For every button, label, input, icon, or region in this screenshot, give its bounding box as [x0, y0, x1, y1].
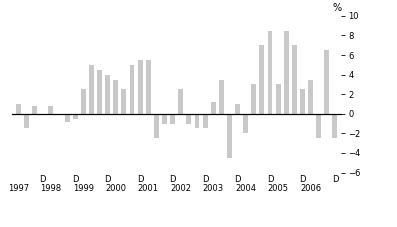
- Text: D: D: [137, 175, 143, 185]
- Bar: [170, 114, 175, 123]
- Bar: [89, 65, 94, 114]
- Text: D: D: [267, 175, 273, 185]
- Bar: [81, 89, 86, 114]
- Bar: [235, 104, 240, 114]
- Text: D: D: [299, 175, 306, 185]
- Bar: [138, 60, 143, 114]
- Bar: [243, 114, 248, 133]
- Bar: [178, 89, 183, 114]
- Bar: [292, 45, 297, 114]
- Bar: [284, 31, 289, 114]
- Bar: [65, 114, 69, 122]
- Bar: [211, 102, 216, 114]
- Bar: [202, 114, 208, 128]
- Bar: [308, 79, 313, 114]
- Bar: [333, 114, 337, 138]
- Bar: [146, 60, 151, 114]
- Text: 2006: 2006: [300, 184, 321, 193]
- Bar: [162, 114, 167, 123]
- Bar: [48, 106, 53, 114]
- Bar: [316, 114, 321, 138]
- Bar: [219, 79, 224, 114]
- Text: 2004: 2004: [235, 184, 256, 193]
- Text: 2002: 2002: [170, 184, 191, 193]
- Bar: [324, 50, 329, 114]
- Bar: [187, 114, 191, 123]
- Bar: [276, 84, 281, 114]
- Bar: [105, 75, 110, 114]
- Text: 2003: 2003: [202, 184, 224, 193]
- Bar: [121, 89, 126, 114]
- Text: 1997: 1997: [8, 184, 29, 193]
- Text: %: %: [332, 3, 341, 13]
- Text: 2000: 2000: [105, 184, 126, 193]
- Bar: [154, 114, 159, 138]
- Text: D: D: [72, 175, 79, 185]
- Text: D: D: [331, 175, 338, 185]
- Text: D: D: [39, 175, 46, 185]
- Text: 2001: 2001: [138, 184, 159, 193]
- Bar: [195, 114, 199, 128]
- Bar: [260, 45, 264, 114]
- Bar: [114, 79, 118, 114]
- Text: 1998: 1998: [40, 184, 62, 193]
- Bar: [129, 65, 135, 114]
- Bar: [268, 31, 272, 114]
- Text: D: D: [202, 175, 208, 185]
- Bar: [73, 114, 78, 119]
- Bar: [251, 84, 256, 114]
- Text: D: D: [234, 175, 241, 185]
- Text: D: D: [104, 175, 111, 185]
- Text: 1999: 1999: [73, 184, 94, 193]
- Bar: [16, 104, 21, 114]
- Bar: [24, 114, 29, 128]
- Text: 2005: 2005: [268, 184, 289, 193]
- Bar: [32, 106, 37, 114]
- Bar: [300, 89, 305, 114]
- Bar: [227, 114, 232, 158]
- Bar: [97, 70, 102, 114]
- Text: D: D: [170, 175, 176, 185]
